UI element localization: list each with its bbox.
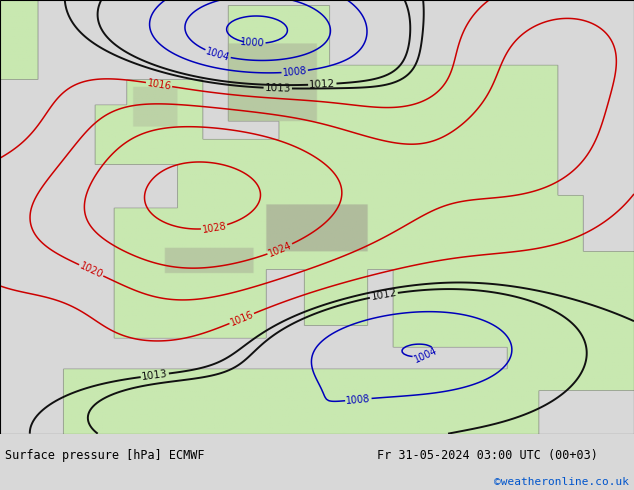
Text: 1013: 1013 <box>264 83 291 94</box>
Text: Fr 31-05-2024 03:00 UTC (00+03): Fr 31-05-2024 03:00 UTC (00+03) <box>377 449 598 463</box>
Text: 1020: 1020 <box>78 261 105 280</box>
Text: 1004: 1004 <box>205 46 231 63</box>
Text: 1012: 1012 <box>309 79 335 90</box>
Text: 1016: 1016 <box>228 309 255 328</box>
Text: 1024: 1024 <box>267 240 293 258</box>
Text: 1000: 1000 <box>240 37 265 49</box>
Text: Surface pressure [hPa] ECMWF: Surface pressure [hPa] ECMWF <box>5 449 205 463</box>
Text: 1008: 1008 <box>346 393 371 406</box>
Text: 1028: 1028 <box>201 220 227 235</box>
Text: 1013: 1013 <box>141 368 169 382</box>
Text: 1012: 1012 <box>370 288 398 302</box>
Text: 1016: 1016 <box>146 78 172 91</box>
Text: ©weatheronline.co.uk: ©weatheronline.co.uk <box>494 477 629 487</box>
Text: 1004: 1004 <box>413 346 439 365</box>
Text: 1008: 1008 <box>282 66 307 78</box>
